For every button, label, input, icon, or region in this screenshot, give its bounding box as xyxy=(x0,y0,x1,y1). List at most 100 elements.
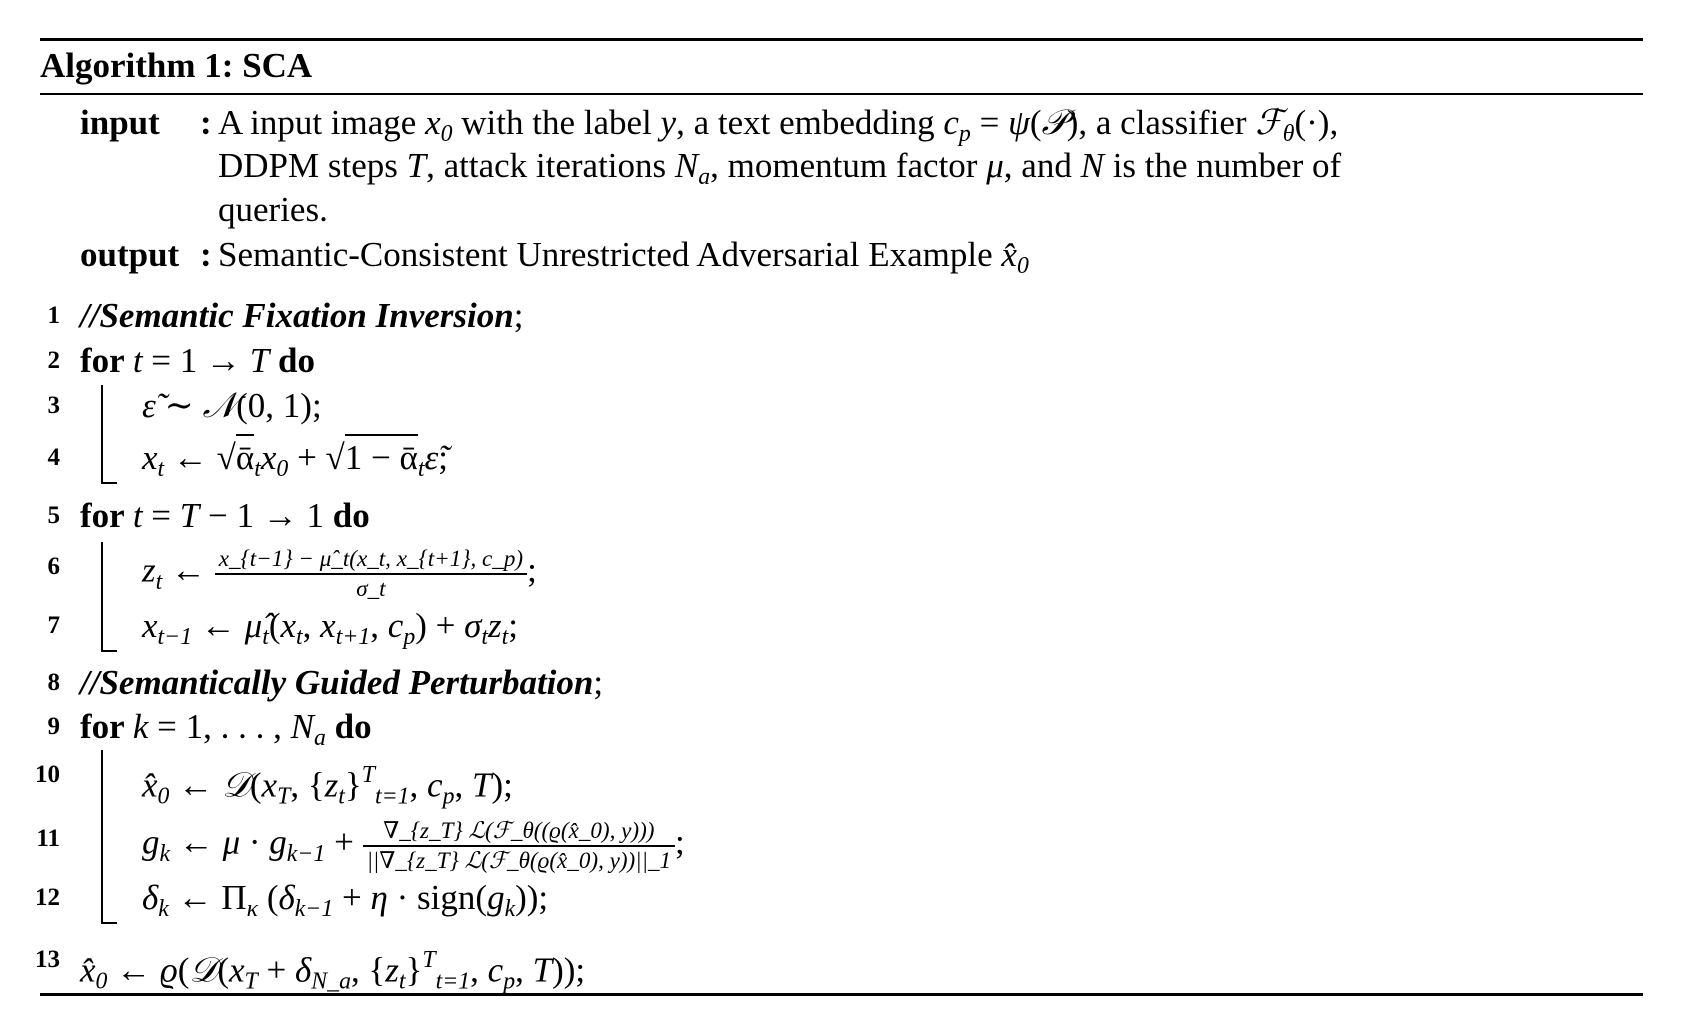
math-segment: t xyxy=(296,624,303,651)
math-segment: k xyxy=(132,707,149,746)
math-segment: t−1 xyxy=(157,624,193,651)
math-segment: T xyxy=(249,341,270,380)
math-segment: t xyxy=(132,496,143,535)
math-segment: k−1 xyxy=(286,840,326,867)
math-segment: t=1 xyxy=(374,783,410,810)
math-segment: k xyxy=(504,896,516,923)
math-segment: ( xyxy=(177,950,190,990)
math-segment: ; xyxy=(675,822,685,862)
math-segment: ← xyxy=(162,550,215,590)
denominator: ||∇_{z_T} ℒ(ℱ_θ(ϱ(x̂_0), y))||_1 xyxy=(366,846,672,873)
algorithm-line: x̂0 ← 𝒟(xT, {zt}Tt=1, cp, T); xyxy=(142,753,513,809)
math-segment: z xyxy=(488,606,502,645)
output-description: Semantic-Consistent Unrestricted Adversa… xyxy=(218,233,1618,288)
algorithm-line: //Semantically Guided Perturbation; xyxy=(80,661,603,705)
math-segment: z xyxy=(385,950,399,990)
math-segment: t+1 xyxy=(335,624,371,651)
math-segment: ← xyxy=(169,765,222,805)
math-segment: 0 xyxy=(95,968,108,995)
algorithm-line: δk ← Πκ (δk−1 + η · sign(gk)); xyxy=(142,876,548,923)
title-rule xyxy=(40,93,1643,95)
math-segment: κ xyxy=(246,896,259,923)
math-segment: t xyxy=(155,568,163,595)
math-segment: T xyxy=(422,947,436,973)
math-segment: z xyxy=(324,765,339,805)
math-segment: = xyxy=(142,496,180,535)
line-number: 11 xyxy=(36,825,60,852)
line-number: 8 xyxy=(47,669,61,696)
math-segment: − 1 → 1 xyxy=(199,496,325,535)
algorithm-line: //Semantic Fixation Inversion; xyxy=(80,294,523,338)
algorithm-line: x̂0 ← ϱ(𝒟(xT + δN_a, {zt}Tt=1, cp, T)); xyxy=(80,938,585,994)
math-segment: , xyxy=(302,606,321,645)
math-segment: )); xyxy=(552,950,586,990)
math-segment: ; xyxy=(527,550,537,590)
line-number: 2 xyxy=(47,347,61,374)
math-segment: t xyxy=(338,783,345,810)
math-segment: N xyxy=(290,707,314,746)
math-segment: ← xyxy=(170,822,223,862)
math-segment: x xyxy=(228,950,245,990)
math-segment: ( xyxy=(258,878,279,917)
math-segment: x xyxy=(142,438,158,477)
math-segment: 0 xyxy=(276,456,289,483)
math-segment: μ xyxy=(986,146,1004,185)
algorithm-line: ε̃ ∼ 𝒩(0, 1); xyxy=(142,384,322,428)
math-segment: ← xyxy=(107,950,160,990)
math-segment: ( xyxy=(249,765,262,805)
numerator: x_{t−1} − μ̂_t(x_t, x_{t+1}, c_p) xyxy=(214,545,528,575)
math-segment: Semantic-Consistent Unrestricted Adversa… xyxy=(218,235,1002,274)
line-number: 12 xyxy=(35,884,60,911)
algorithm-line: xt−1 ← μ̂t(xt, xt+1, cp) + σtzt; xyxy=(142,604,518,651)
math-segment: , xyxy=(454,765,472,805)
math-segment: + xyxy=(257,950,296,990)
math-segment: k−1 xyxy=(294,896,334,923)
math-segment: ε̃ xyxy=(424,438,439,477)
algorithm-line: for t = 1 → T do xyxy=(80,339,315,383)
math-segment: a xyxy=(698,164,711,191)
math-segment: ; xyxy=(513,296,524,335)
math-segment: y xyxy=(660,103,677,142)
math-segment: ∼ xyxy=(155,386,203,425)
math-segment: x̂ xyxy=(80,950,96,990)
comment: //Semantically Guided Perturbation xyxy=(80,663,594,702)
math-segment: T xyxy=(532,950,553,990)
math-segment: c xyxy=(427,765,443,805)
math-segment: T xyxy=(277,783,291,810)
output-colon: : xyxy=(200,235,212,274)
math-segment: x xyxy=(142,606,158,645)
algorithm-line: for t = T − 1 → 1 do xyxy=(80,494,370,538)
math-segment: p xyxy=(503,968,516,995)
line-number: 4 xyxy=(47,444,61,471)
math-segment: x̂ xyxy=(1001,235,1017,274)
math-segment: 0 xyxy=(1016,253,1029,280)
math-segment: p xyxy=(442,783,455,810)
math-segment: t xyxy=(132,341,143,380)
math-segment: + xyxy=(333,878,371,917)
math-segment: ; xyxy=(438,438,448,477)
math-segment: , a text embedding xyxy=(676,103,944,142)
math-segment: t=1 xyxy=(435,968,471,995)
math-segment: ϱ xyxy=(159,950,178,990)
math-segment: T xyxy=(244,968,258,995)
math-segment: with the label xyxy=(452,103,661,142)
input-line: DDPM steps T, attack iterations Na, mome… xyxy=(218,144,1618,199)
math-segment: 0 xyxy=(440,121,453,148)
output-label: output xyxy=(80,235,180,274)
math-segment: , xyxy=(409,765,428,805)
math-segment: A input image xyxy=(218,103,426,142)
keyword: for xyxy=(80,707,133,746)
loop-body-bracket xyxy=(101,750,117,924)
input-label: input xyxy=(80,103,160,142)
math-segment: c xyxy=(387,606,404,645)
line-number: 3 xyxy=(47,392,61,419)
math-segment: (·), xyxy=(1294,103,1339,142)
math-segment: = 1 → xyxy=(142,341,250,380)
math-segment: 𝒫 xyxy=(1041,103,1067,142)
math-segment: 𝒟 xyxy=(221,765,250,805)
math-segment: ( xyxy=(1029,103,1042,142)
math-segment: + xyxy=(325,822,363,862)
input-line: queries. xyxy=(218,188,1618,232)
math-segment: is the number of xyxy=(1103,146,1342,185)
